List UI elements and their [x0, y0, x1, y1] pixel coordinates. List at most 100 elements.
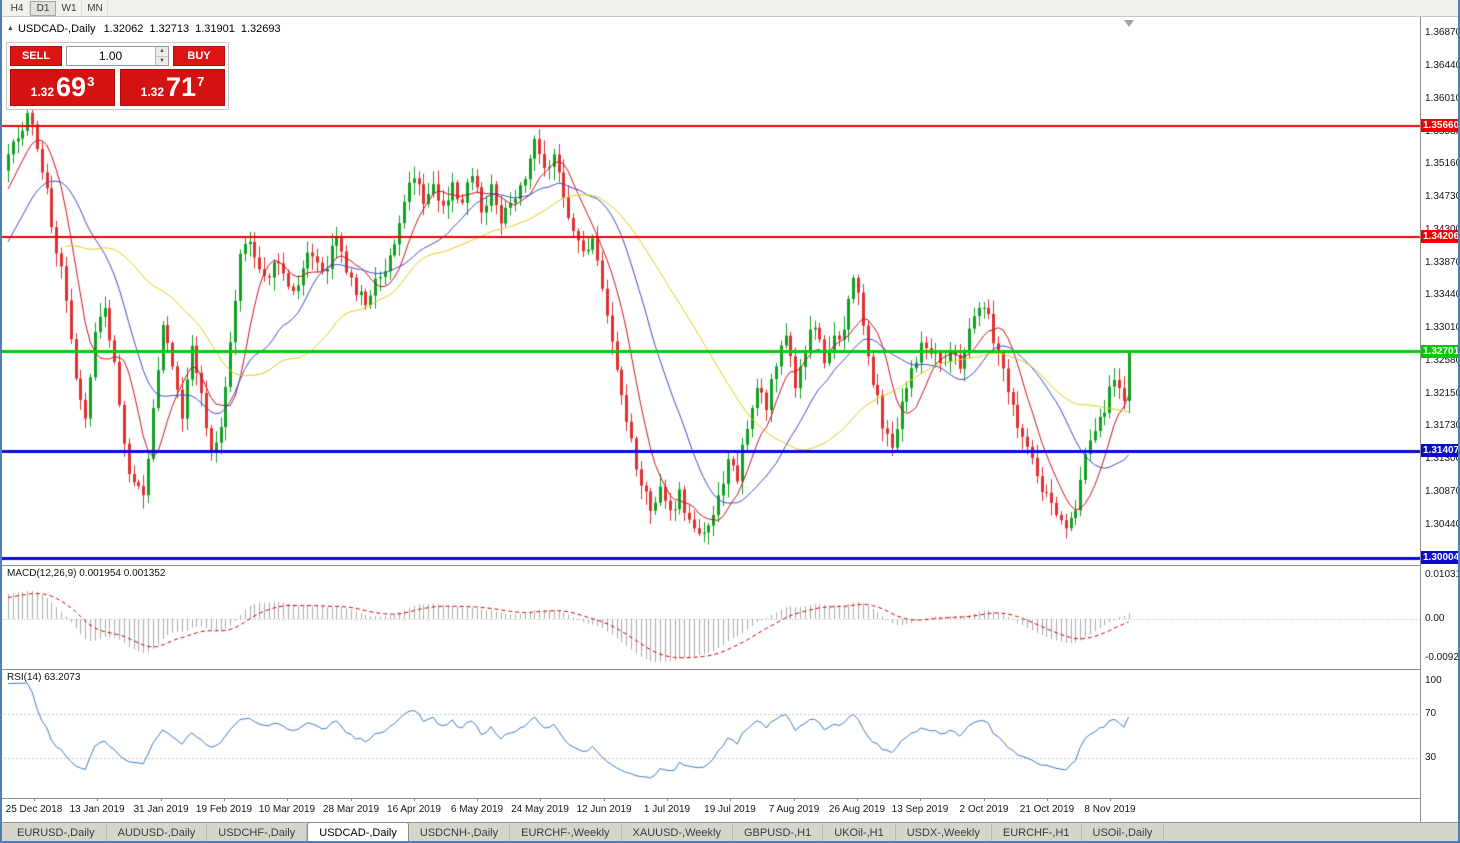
price-scale-tick: 1.34300 — [1425, 224, 1460, 236]
price-scale-tick: 1.31300 — [1425, 453, 1460, 465]
pane-separator[interactable] — [0, 565, 1460, 566]
chart-tab-audusd-daily[interactable]: AUDUSD-,Daily — [107, 824, 208, 843]
price-scale-tick: 1.34730 — [1425, 190, 1460, 202]
time-scale-tick — [161, 798, 162, 801]
time-scale-tick — [920, 798, 921, 801]
chart-tab-usoil-daily[interactable]: USOil-,Daily — [1082, 824, 1165, 843]
rsi-pane-canvas[interactable] — [0, 669, 1420, 798]
chart-region: ▲ USDCAD-,Daily 1.32062 1.32713 1.31901 1.326… — [0, 17, 1460, 822]
volume-spinner: ▲ ▼ — [155, 47, 168, 65]
rsi-scale-tick: 30 — [1425, 752, 1437, 763]
chart-tab-ukoil-h1[interactable]: UKOil-,H1 — [823, 824, 896, 843]
time-scale-label: 19 Jul 2019 — [704, 804, 756, 815]
price-scale-tick: 1.35160 — [1425, 157, 1460, 169]
pane-separator[interactable] — [0, 669, 1460, 670]
chart-tab-eurchf-weekly[interactable]: EURCHF-,Weekly — [510, 824, 622, 843]
price-scale-tick: 1.36870 — [1425, 27, 1460, 38]
time-scale-label: 7 Aug 2019 — [768, 804, 820, 815]
macd-scale-tick: -0.00920 — [1425, 652, 1460, 664]
chart-tab-usdcnh-daily[interactable]: USDCNH-,Daily — [409, 824, 511, 843]
window-frame — [0, 841, 1460, 843]
buy-button[interactable]: BUY — [173, 46, 225, 66]
time-scale-tick — [414, 798, 415, 801]
period-button-mn[interactable]: MN — [82, 0, 108, 16]
time-scale-tick — [351, 798, 352, 801]
time-scale-label: 13 Jan 2019 — [69, 804, 125, 815]
time-scale-tick — [1047, 798, 1048, 801]
time-scale[interactable]: 25 Dec 2018 13 Jan 2019 31 Jan 2019 19 Feb … — [0, 798, 1420, 822]
chart-symbol-label: USDCAD-,Daily — [17, 23, 96, 35]
chart-tab-usdx-weekly[interactable]: USDX-,Weekly — [896, 824, 992, 843]
time-scale-tick — [540, 798, 541, 801]
time-scale-tick — [224, 798, 225, 801]
price-level-badge: 1.32701 — [1421, 344, 1460, 358]
time-scale-label: 6 May 2019 — [450, 804, 504, 815]
time-scale-tick — [794, 798, 795, 801]
chart-collapse-icon[interactable]: ▲ — [7, 25, 14, 32]
price-level-badge: 1.31407 — [1421, 444, 1460, 457]
time-scale-tick — [604, 798, 605, 801]
price-level-badge: 1.35660 — [1421, 118, 1460, 132]
main-chart-canvas[interactable] — [0, 17, 1420, 565]
buy-price-prefix: 1.32 — [140, 85, 165, 99]
price-scale-tick: 1.33870 — [1425, 256, 1460, 268]
period-button-w1[interactable]: W1 — [56, 0, 82, 16]
volume-down-button[interactable]: ▼ — [156, 56, 168, 65]
time-scale-tick — [984, 798, 985, 801]
ohlc-high: 1.32713 — [149, 23, 190, 35]
sell-price-big: 69 — [56, 72, 87, 102]
macd-pane-canvas[interactable] — [0, 565, 1420, 669]
chart-tab-gbpusd-h1[interactable]: GBPUSD-,H1 — [733, 824, 824, 843]
price-scale-tick: 1.33010 — [1425, 322, 1460, 334]
time-scale-tick — [857, 798, 858, 801]
period-button-d1[interactable]: D1 — [30, 0, 56, 16]
volume-input[interactable] — [67, 47, 168, 65]
chart-shift-marker-icon[interactable] — [1124, 20, 1134, 27]
rsi-scale-tick: 100 — [1425, 675, 1442, 686]
rsi-label: RSI(14) 63.2073 — [7, 672, 81, 683]
chart-tab-bar: EURUSD-,Daily AUDUSD-,Daily USDCHF-,Daily U… — [0, 822, 1460, 843]
time-scale-label: 19 Feb 2019 — [195, 804, 253, 815]
time-scale-label: 24 May 2019 — [511, 804, 569, 815]
price-scale-tick: 1.32580 — [1425, 355, 1460, 367]
buy-price-button[interactable]: 1.32 71 7 — [120, 69, 225, 106]
price-scale[interactable]: 1.368701.364401.360101.355801.351601.347… — [1420, 17, 1460, 822]
chart-tab-usdchf-daily[interactable]: USDCHF-,Daily — [207, 824, 308, 843]
window-frame — [1458, 0, 1460, 843]
time-scale-label: 10 Mar 2019 — [258, 804, 316, 815]
chart-ohlc-header: ▲ USDCAD-,Daily 1.32062 1.32713 1.31901 1.326… — [7, 23, 287, 35]
macd-scale-tick: 0.01031 — [1425, 568, 1460, 580]
time-scale-label: 25 Dec 2018 — [5, 804, 63, 815]
rsi-scale-tick: 70 — [1425, 708, 1437, 719]
sell-price-button[interactable]: 1.32 69 3 — [10, 69, 115, 106]
price-scale-tick: 1.32150 — [1425, 388, 1460, 400]
period-toolbar: H4 D1 W1 MN — [0, 0, 1460, 17]
chart-tab-usdcad-daily[interactable]: USDCAD-,Daily — [307, 822, 409, 843]
period-button-h4[interactable]: H4 — [4, 0, 30, 16]
time-scale-label: 31 Jan 2019 — [133, 804, 189, 815]
chart-tab-eurchf-h1[interactable]: EURCHF-,H1 — [992, 824, 1082, 843]
time-scale-label: 28 Mar 2019 — [322, 804, 380, 815]
volume-field: ▲ ▼ — [66, 46, 169, 66]
time-scale-tick — [667, 798, 668, 801]
price-scale-tick: 1.31730 — [1425, 420, 1460, 432]
buy-price-big: 71 — [166, 72, 197, 102]
chart-tab-eurusd-daily[interactable]: EURUSD-,Daily — [6, 824, 107, 843]
sell-button[interactable]: SELL — [10, 46, 62, 66]
sell-price-prefix: 1.32 — [30, 85, 55, 99]
price-level-badge: 1.30004 — [1421, 551, 1460, 565]
time-scale-tick — [1110, 798, 1111, 801]
sell-price-sup: 3 — [87, 73, 95, 89]
time-scale-tick — [97, 798, 98, 801]
volume-up-button[interactable]: ▲ — [156, 47, 168, 57]
price-level-badge: 1.34206 — [1421, 229, 1460, 243]
time-scale-label: 13 Sep 2019 — [891, 804, 949, 815]
price-scale-tick: 1.36440 — [1425, 59, 1460, 71]
ohlc-low: 1.31901 — [195, 23, 235, 35]
time-scale-label: 26 Aug 2019 — [828, 804, 886, 815]
macd-label: MACD(12,26,9) 0.001954 0.001352 — [7, 568, 166, 579]
price-scale-tick: 1.36010 — [1425, 92, 1460, 104]
price-scale-tick: 1.33440 — [1425, 289, 1460, 301]
chart-tab-xauusd-weekly[interactable]: XAUUSD-,Weekly — [622, 824, 733, 843]
time-scale-tick — [730, 798, 731, 801]
